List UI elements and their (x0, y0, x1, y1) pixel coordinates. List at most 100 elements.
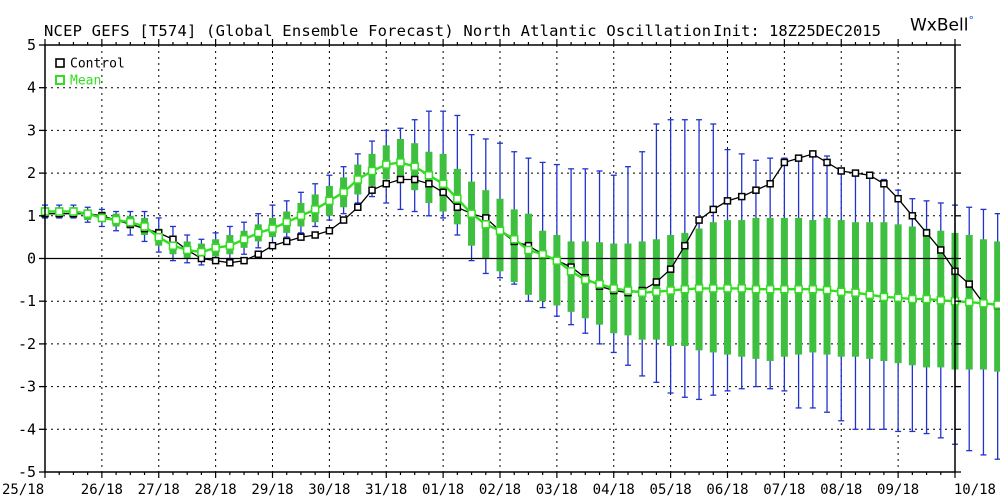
box (496, 198, 504, 272)
x-tick-label: 25/18 (2, 482, 44, 498)
mean-point (453, 194, 462, 203)
control-point (652, 278, 661, 286)
y-tick-label: -3 (18, 378, 36, 396)
mean-point (509, 235, 519, 244)
control-point (453, 203, 462, 212)
mean-point (908, 294, 917, 304)
box (524, 213, 532, 295)
control-point (965, 280, 973, 288)
x-tick-label: 26/18 (81, 482, 123, 498)
mean-point (964, 297, 974, 307)
x-tick-label: 03/18 (536, 482, 578, 498)
mean-point (339, 188, 348, 197)
control-point (880, 180, 888, 188)
box (510, 209, 518, 282)
control-point (425, 180, 433, 188)
mean-point (751, 284, 761, 294)
control-point (837, 167, 845, 175)
legend-mean-marker (55, 75, 65, 85)
mean-point (239, 235, 249, 244)
y-tick-label: -4 (18, 420, 36, 438)
mean-point (680, 284, 690, 294)
control-point (197, 254, 206, 263)
control-point (865, 171, 874, 179)
y-tick-label: 3 (27, 121, 36, 139)
y-tick-label: 5 (27, 36, 36, 54)
mean-point (424, 170, 434, 180)
x-tick-label: 02/18 (479, 482, 521, 498)
control-point (268, 241, 277, 250)
legend-control-marker (55, 58, 65, 68)
mean-point (723, 284, 732, 293)
control-point (681, 241, 689, 250)
box (539, 230, 547, 302)
mean-point (737, 284, 746, 293)
control-point (311, 231, 319, 239)
x-tick-label: 30/18 (308, 482, 350, 498)
control-point (354, 203, 362, 212)
x-tick-label: 05/18 (650, 482, 692, 498)
mean-point (353, 175, 363, 184)
brand-dot-icon: ° (968, 14, 974, 27)
control-point (851, 169, 860, 177)
y-tick-label: -1 (18, 292, 36, 310)
control-point (922, 229, 931, 237)
mean-point (140, 222, 149, 231)
mean-point (865, 290, 874, 300)
mean-point (538, 249, 547, 259)
x-tick-label: 27/18 (138, 482, 180, 498)
x-tick-label: 08/18 (820, 482, 862, 498)
control-point (737, 192, 746, 201)
mean-point (837, 287, 846, 297)
mean-point (623, 286, 633, 295)
control-point (169, 235, 177, 244)
y-tick-label: 4 (27, 79, 36, 97)
mean-point (410, 162, 419, 171)
mean-point (211, 243, 220, 253)
mean-point (936, 296, 946, 305)
mean-point (822, 285, 832, 295)
mean-point (694, 284, 704, 293)
mean-point (126, 217, 135, 227)
y-tick-label: 2 (27, 164, 36, 182)
init-time: Init: 18Z25DEC2015 (713, 22, 881, 40)
control-point (794, 154, 803, 162)
mean-point (566, 267, 576, 276)
mean-point (637, 288, 647, 297)
mean-point (396, 158, 405, 167)
box (880, 222, 888, 361)
control-point (339, 216, 348, 224)
chart-title: NCEP GEFS [T574] (Global Ensemble Foreca… (44, 22, 712, 40)
grid (45, 45, 955, 472)
control-point (226, 259, 234, 267)
control-point (937, 246, 945, 254)
control-point (894, 194, 902, 203)
mean-point (282, 217, 291, 227)
control-point (254, 250, 263, 258)
legend-mean-label: Mean (70, 74, 101, 89)
mean-point (609, 284, 618, 293)
mean-point (794, 284, 803, 294)
control-point (282, 237, 291, 246)
x-tick-label: 01/18 (422, 482, 464, 498)
x-tick-label: 09/18 (877, 482, 919, 498)
y-tick-label: 1 (27, 207, 36, 225)
mean-point (495, 226, 505, 235)
mean-point (268, 224, 277, 233)
mean-point (97, 213, 107, 223)
x-tick-label: 06/18 (706, 482, 748, 498)
control-point (908, 212, 917, 220)
box (567, 241, 575, 312)
box (553, 235, 561, 306)
mean-point (765, 284, 775, 294)
mean-point (154, 232, 163, 242)
x-tick-label: 10/18 (954, 482, 996, 498)
mean-point (922, 294, 931, 304)
control-point (297, 233, 305, 241)
mean-point (310, 205, 320, 214)
brand-text: WxBell (910, 15, 969, 36)
mean-point (595, 279, 604, 289)
mean-point (225, 241, 235, 250)
control-point (766, 180, 774, 188)
